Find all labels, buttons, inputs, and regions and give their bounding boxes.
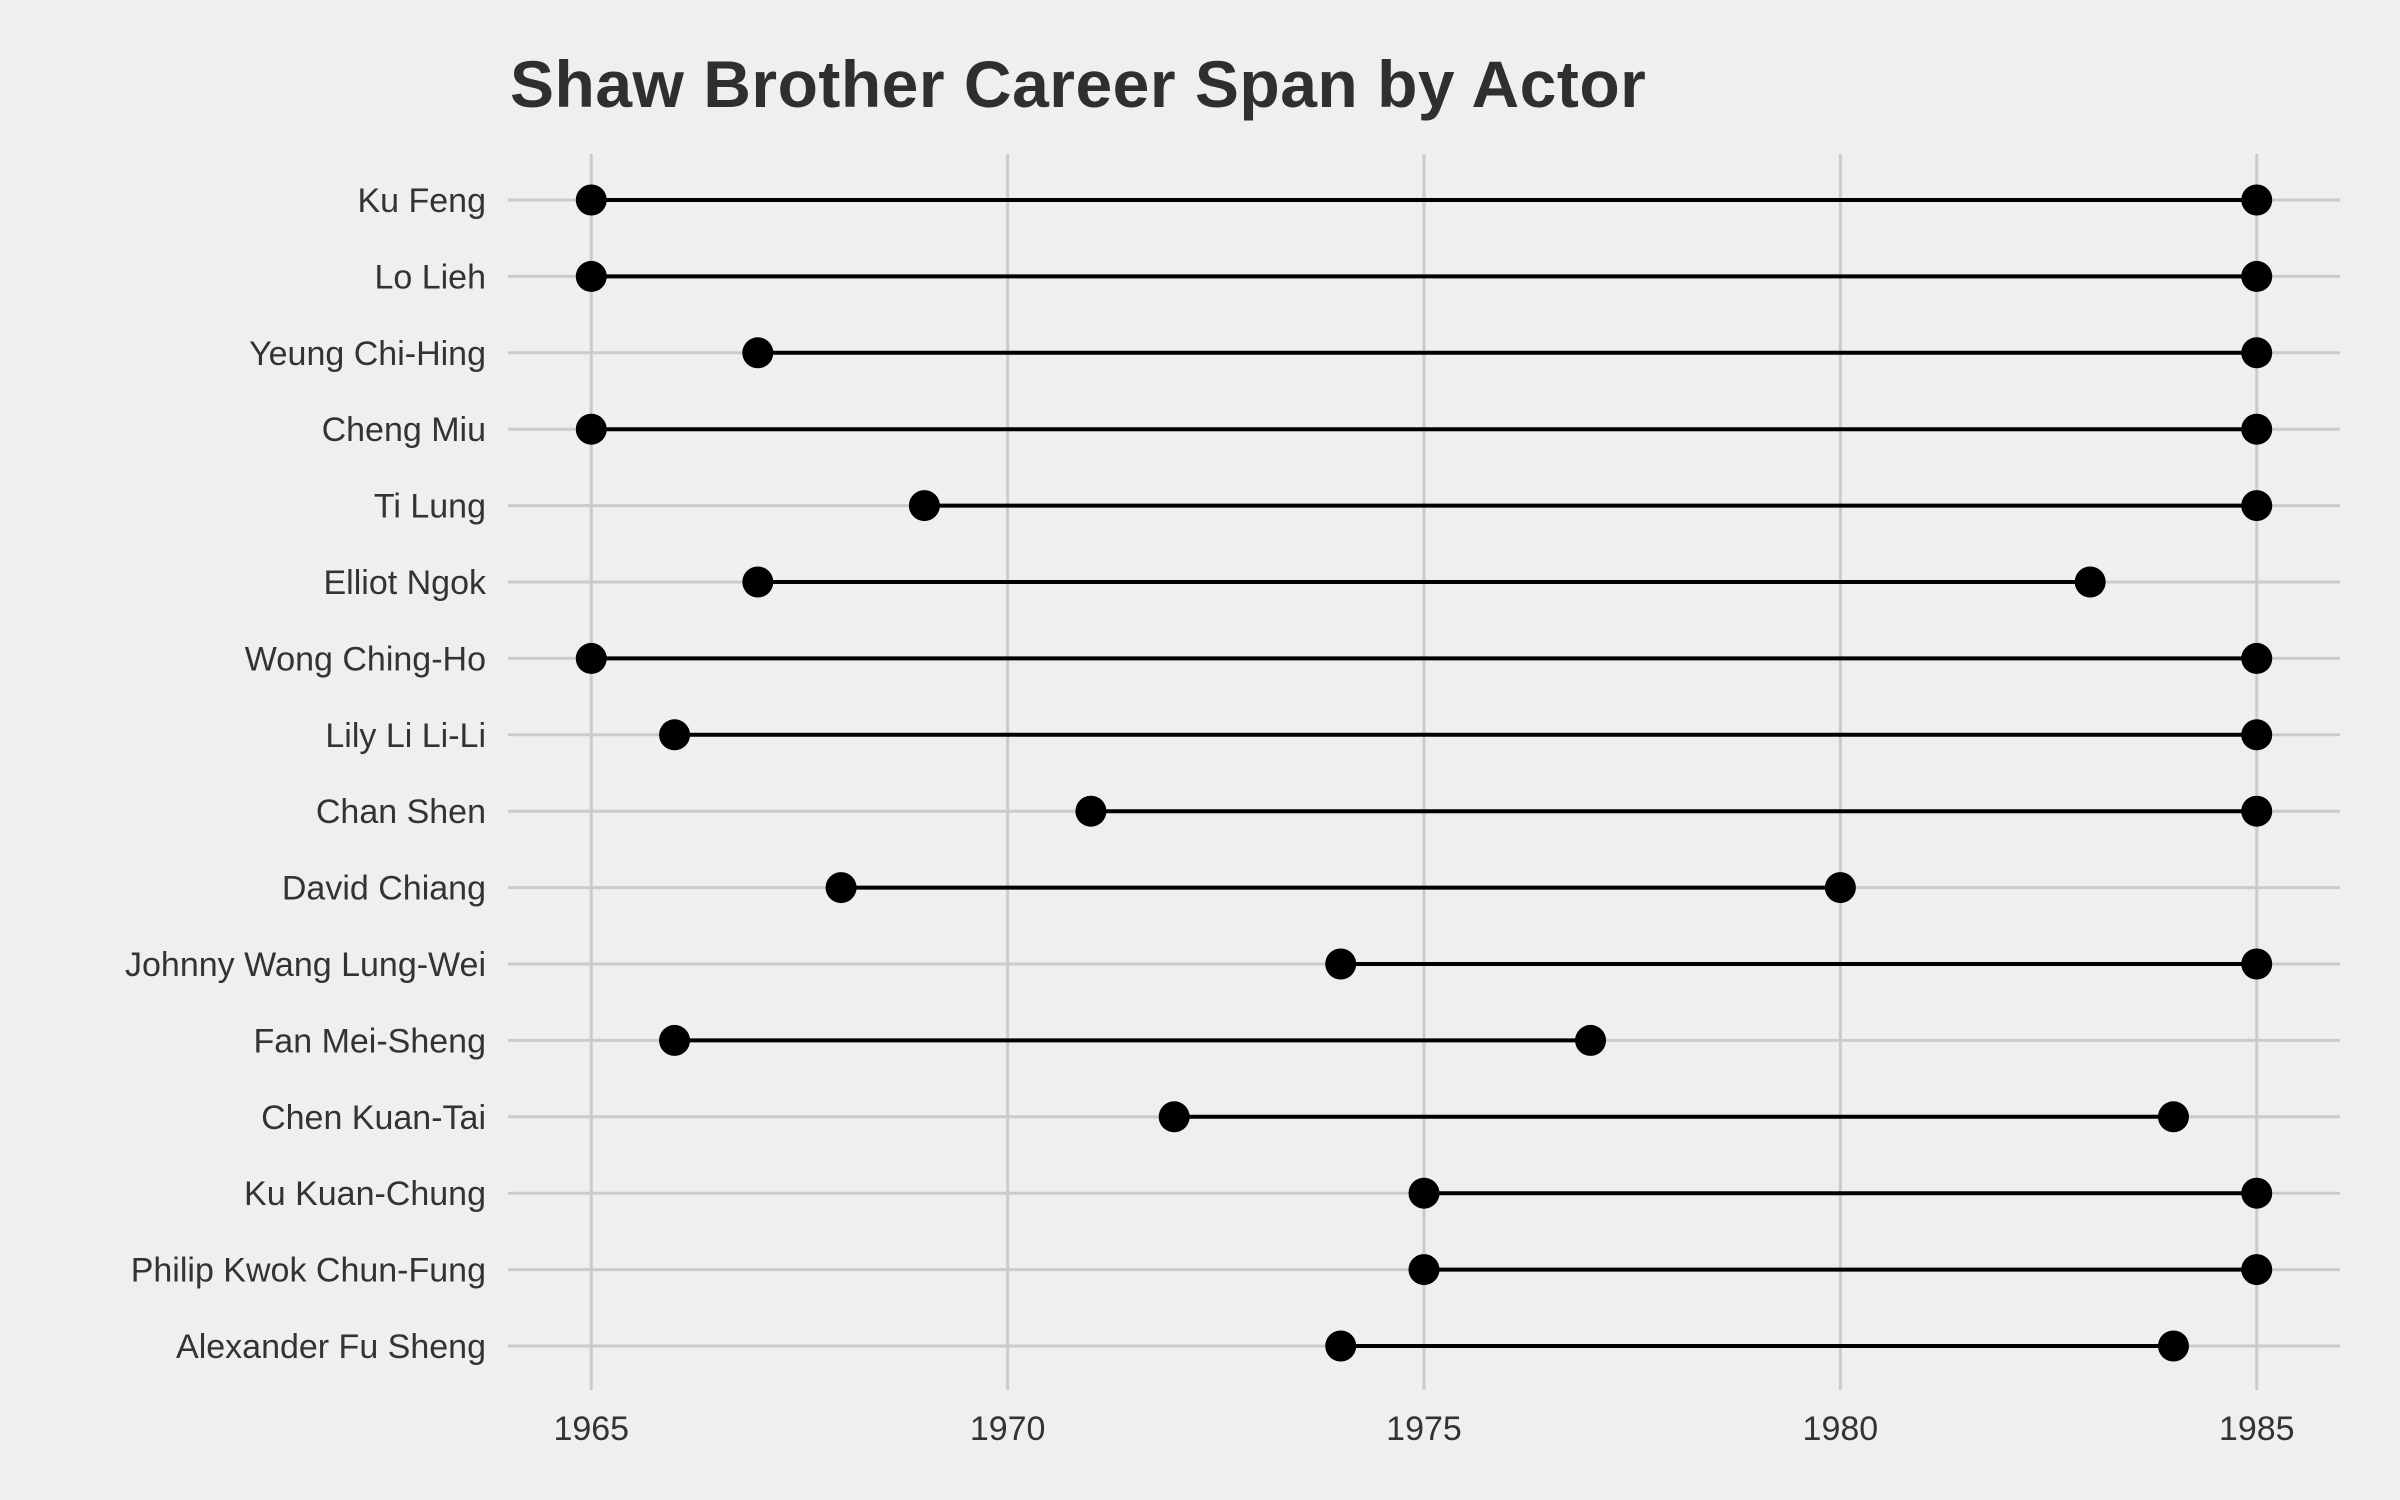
career-start-point [1158, 1101, 1190, 1133]
y-tick-label: Johnny Wang Lung-Wei [125, 946, 486, 984]
career-start-point [575, 260, 607, 292]
career-start-point [1075, 795, 1107, 827]
career-start-point [659, 719, 691, 751]
y-tick-label: David Chiang [282, 870, 486, 908]
career-end-point [2241, 413, 2273, 445]
career-end-point [2157, 1101, 2189, 1133]
x-tick-label: 1980 [1803, 1410, 1879, 1448]
y-tick-label: Fan Mei-Sheng [254, 1022, 486, 1060]
career-start-point [1408, 1177, 1440, 1209]
y-tick-label: Philip Kwok Chun-Fung [131, 1252, 486, 1290]
career-start-point [1408, 1254, 1440, 1286]
career-start-point [742, 337, 774, 369]
y-tick-label: Chan Shen [316, 793, 486, 831]
career-end-point [1824, 872, 1856, 904]
career-start-point [742, 566, 774, 598]
career-end-point [2241, 795, 2273, 827]
y-tick-label: Lily Li Li-Li [325, 717, 486, 755]
career-end-point [2241, 260, 2273, 292]
career-end-point [2241, 490, 2273, 522]
career-start-point [908, 490, 940, 522]
career-start-point [575, 413, 607, 445]
career-start-point [825, 872, 857, 904]
career-end-point [2241, 719, 2273, 751]
career-end-point [2157, 1330, 2189, 1362]
career-end-point [2241, 642, 2273, 674]
x-tick-label: 1985 [2219, 1410, 2295, 1448]
y-tick-label: Cheng Miu [322, 411, 486, 449]
chart-title: Shaw Brother Career Span by Actor [510, 47, 1647, 121]
x-tick-label: 1975 [1386, 1410, 1462, 1448]
career-start-point [575, 184, 607, 216]
career-end-point [2241, 337, 2273, 369]
y-tick-label: Yeung Chi-Hing [249, 335, 486, 373]
y-tick-label: Ti Lung [374, 488, 486, 526]
career-end-point [2074, 566, 2106, 598]
career-end-point [1575, 1024, 1607, 1056]
y-tick-label: Wong Ching-Ho [245, 640, 486, 678]
career-end-point [2241, 184, 2273, 216]
x-tick-label: 1965 [553, 1410, 629, 1448]
y-tick-label: Alexander Fu Sheng [176, 1328, 486, 1366]
x-tick-label: 1970 [970, 1410, 1046, 1448]
career-start-point [659, 1024, 691, 1056]
career-end-point [2241, 948, 2273, 980]
y-tick-label: Ku Feng [357, 182, 486, 220]
career-start-point [1325, 1330, 1357, 1362]
career-end-point [2241, 1254, 2273, 1286]
y-tick-label: Elliot Ngok [323, 564, 487, 602]
y-tick-label: Ku Kuan-Chung [244, 1175, 486, 1213]
y-tick-label: Chen Kuan-Tai [261, 1099, 486, 1137]
y-tick-label: Lo Lieh [374, 258, 486, 296]
career-start-point [1325, 948, 1357, 980]
career-start-point [575, 642, 607, 674]
career-end-point [2241, 1177, 2273, 1209]
